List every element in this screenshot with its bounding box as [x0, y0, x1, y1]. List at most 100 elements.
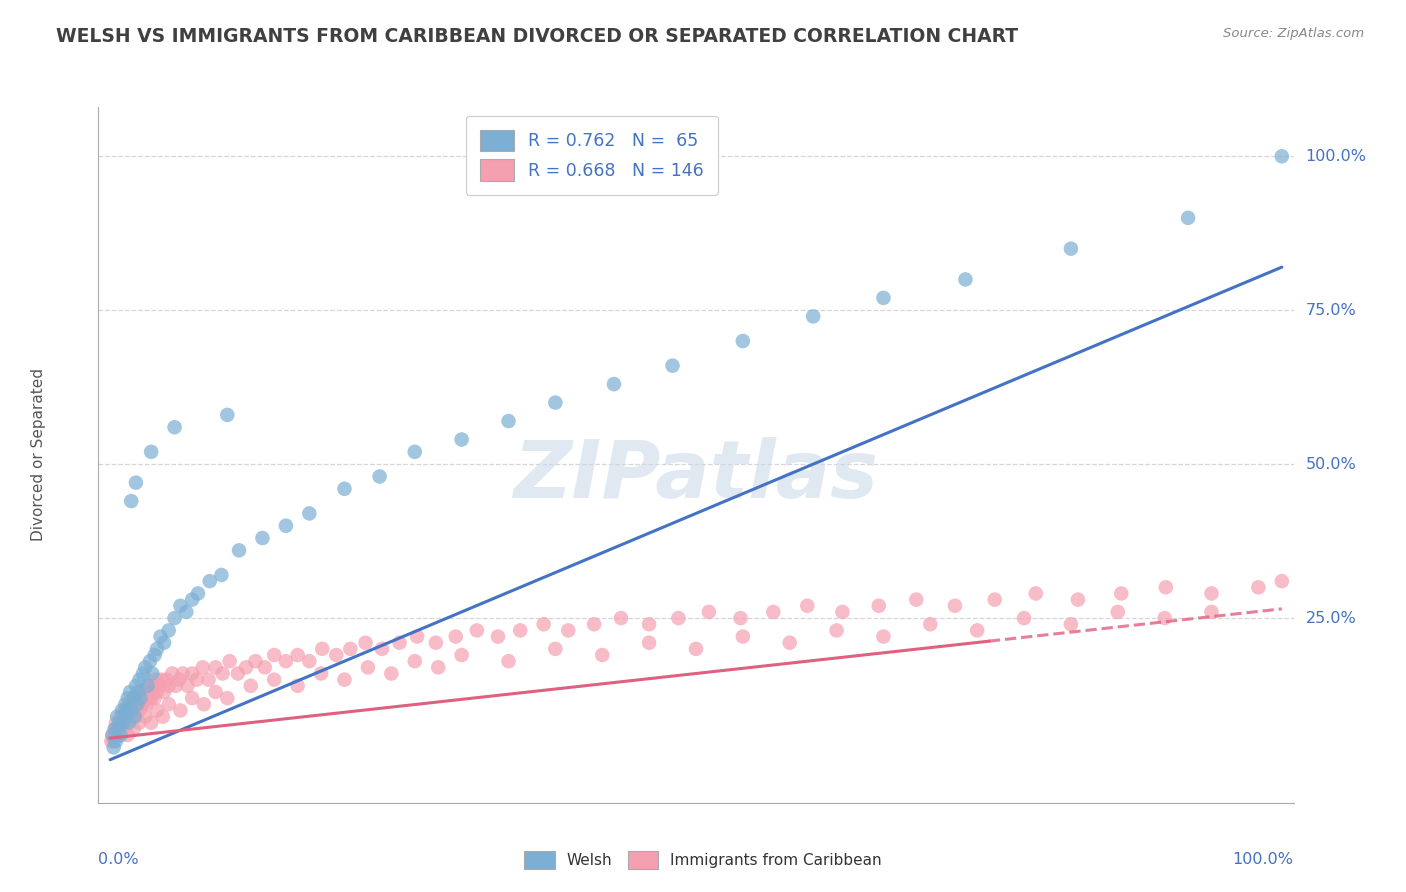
- Point: [211, 568, 233, 582]
- Point: [120, 698, 142, 712]
- Text: Source: ZipAtlas.com: Source: ZipAtlas.com: [1223, 27, 1364, 40]
- Point: [509, 624, 531, 638]
- Point: [122, 698, 145, 712]
- Point: [872, 630, 894, 644]
- Point: [610, 611, 633, 625]
- Point: [191, 660, 214, 674]
- Point: [107, 728, 129, 742]
- Point: [101, 728, 124, 742]
- Point: [661, 359, 683, 373]
- Point: [103, 740, 125, 755]
- Point: [134, 660, 156, 674]
- Point: [333, 673, 356, 687]
- Point: [124, 709, 146, 723]
- Point: [544, 395, 567, 409]
- Point: [943, 599, 966, 613]
- Point: [966, 624, 988, 638]
- Point: [172, 666, 194, 681]
- Point: [465, 624, 488, 638]
- Point: [1201, 586, 1223, 600]
- Point: [217, 691, 239, 706]
- Text: Divorced or Separated: Divorced or Separated: [31, 368, 46, 541]
- Point: [129, 691, 152, 706]
- Point: [1271, 574, 1294, 589]
- Point: [143, 691, 166, 706]
- Point: [1067, 592, 1090, 607]
- Point: [141, 685, 163, 699]
- Point: [169, 673, 191, 687]
- Point: [825, 624, 848, 638]
- Point: [114, 698, 136, 712]
- Point: [245, 654, 267, 668]
- Point: [112, 703, 135, 717]
- Point: [146, 685, 169, 699]
- Point: [129, 698, 152, 712]
- Point: [125, 703, 148, 717]
- Point: [427, 660, 450, 674]
- Point: [311, 641, 333, 656]
- Point: [117, 703, 139, 717]
- Point: [115, 715, 138, 730]
- Point: [354, 636, 377, 650]
- Point: [983, 592, 1005, 607]
- Point: [357, 660, 380, 674]
- Point: [146, 641, 169, 656]
- Point: [731, 334, 754, 348]
- Point: [100, 734, 122, 748]
- Point: [141, 691, 163, 706]
- Point: [132, 685, 156, 699]
- Point: [107, 722, 129, 736]
- Point: [868, 599, 890, 613]
- Point: [187, 586, 209, 600]
- Point: [111, 722, 134, 736]
- Point: [1154, 580, 1177, 594]
- Point: [101, 728, 124, 742]
- Point: [730, 611, 752, 625]
- Legend: R = 0.762   N =  65, R = 0.668   N = 146: R = 0.762 N = 65, R = 0.668 N = 146: [465, 116, 718, 194]
- Point: [127, 685, 149, 699]
- Point: [118, 698, 141, 712]
- Point: [157, 679, 180, 693]
- Point: [333, 482, 356, 496]
- Point: [263, 648, 285, 662]
- Point: [368, 469, 391, 483]
- Text: 75.0%: 75.0%: [1305, 302, 1357, 318]
- Point: [181, 691, 204, 706]
- Text: ZIPatlas: ZIPatlas: [513, 437, 879, 515]
- Point: [153, 636, 176, 650]
- Point: [105, 734, 128, 748]
- Point: [122, 722, 145, 736]
- Point: [193, 698, 215, 712]
- Point: [117, 691, 139, 706]
- Point: [831, 605, 853, 619]
- Point: [666, 611, 689, 625]
- Point: [138, 691, 160, 706]
- Point: [118, 715, 141, 730]
- Point: [142, 679, 165, 693]
- Point: [582, 617, 605, 632]
- Point: [150, 673, 173, 687]
- Point: [125, 679, 148, 693]
- Text: 0.0%: 0.0%: [98, 852, 139, 866]
- Point: [685, 641, 707, 656]
- Point: [533, 617, 555, 632]
- Point: [406, 630, 429, 644]
- Point: [134, 709, 156, 723]
- Point: [404, 445, 426, 459]
- Point: [388, 636, 411, 650]
- Point: [801, 310, 824, 324]
- Point: [298, 654, 321, 668]
- Point: [120, 703, 141, 717]
- Point: [134, 691, 156, 706]
- Point: [110, 728, 132, 742]
- Point: [218, 654, 240, 668]
- Point: [169, 599, 191, 613]
- Point: [120, 709, 142, 723]
- Point: [198, 574, 221, 589]
- Point: [125, 475, 148, 490]
- Point: [176, 679, 198, 693]
- Point: [165, 679, 187, 693]
- Point: [143, 648, 166, 662]
- Point: [127, 698, 149, 712]
- Point: [104, 722, 127, 736]
